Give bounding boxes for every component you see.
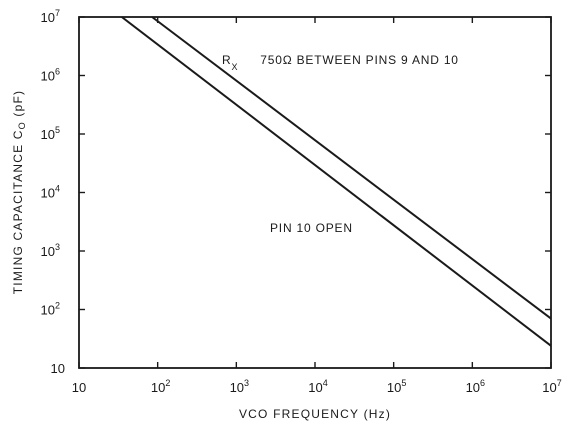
y-tick-label-3: 104 [41,184,60,201]
y-tick-label-0: 10 [51,361,65,376]
series-label-pin10-open: PIN 10 OPEN [270,221,353,235]
x-tick-label-0: 10 [72,380,86,395]
y-tick-label-1: 102 [41,301,60,318]
tick-marks [78,16,552,369]
y-tick-label-5: 106 [41,67,60,84]
series-line-0 [121,16,552,347]
series-line-1 [151,16,552,320]
series-lines [121,16,552,347]
y-tick-label-2: 103 [41,242,60,259]
x-tick-labels: 10 102 103 104 105 106 107 [72,378,562,395]
y-tick-label-4: 105 [41,125,60,142]
x-tick-label-4: 105 [387,378,406,395]
series-label-rx-750: RX 750Ω BETWEEN PINS 9 AND 10 [222,53,459,72]
x-tick-label-2: 103 [230,378,249,395]
plot-frame [78,16,552,369]
x-tick-label-3: 104 [308,378,327,395]
x-tick-label-6: 107 [542,378,561,395]
x-tick-label-1: 102 [151,378,170,395]
y-axis-title: TIMING CAPACITANCE CO (pF) [11,90,27,294]
y-tick-label-6: 107 [41,8,60,25]
x-axis-title: VCO FREQUENCY (Hz) [239,407,391,421]
x-tick-label-5: 106 [466,378,485,395]
y-tick-labels: 10 102 103 104 105 106 107 [41,8,65,376]
